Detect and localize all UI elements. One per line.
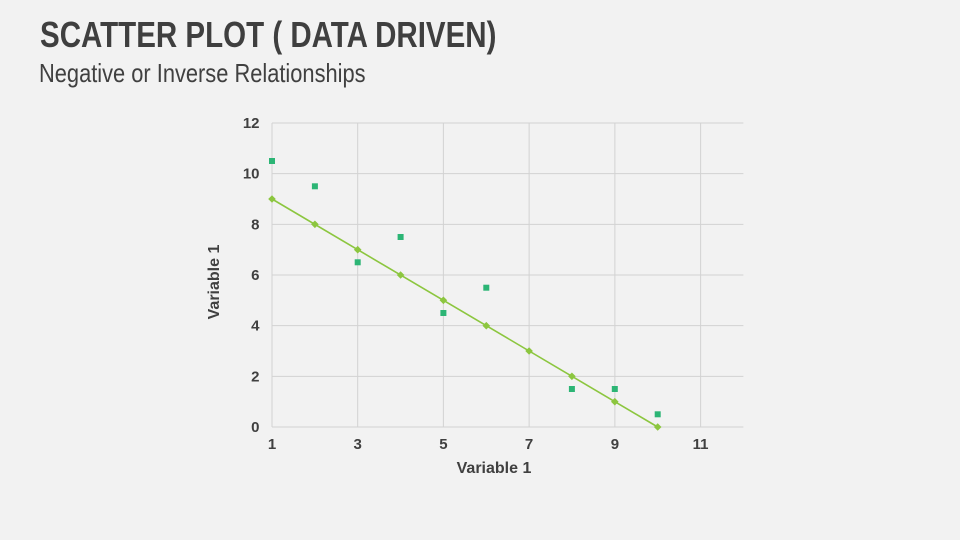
svg-text:10: 10 bbox=[243, 166, 260, 183]
svg-text:Variable 1: Variable 1 bbox=[457, 460, 532, 477]
svg-text:9: 9 bbox=[611, 436, 619, 453]
svg-text:7: 7 bbox=[525, 436, 533, 453]
svg-text:8: 8 bbox=[251, 216, 259, 233]
svg-text:3: 3 bbox=[354, 436, 362, 453]
svg-text:6: 6 bbox=[251, 267, 259, 284]
svg-text:1: 1 bbox=[268, 436, 276, 453]
svg-text:2: 2 bbox=[251, 368, 259, 385]
svg-text:5: 5 bbox=[439, 436, 447, 453]
svg-text:4: 4 bbox=[251, 318, 260, 335]
svg-text:12: 12 bbox=[243, 115, 260, 132]
svg-text:Variable 1: Variable 1 bbox=[206, 245, 223, 320]
svg-text:11: 11 bbox=[693, 436, 709, 453]
svg-text:0: 0 bbox=[251, 419, 259, 436]
